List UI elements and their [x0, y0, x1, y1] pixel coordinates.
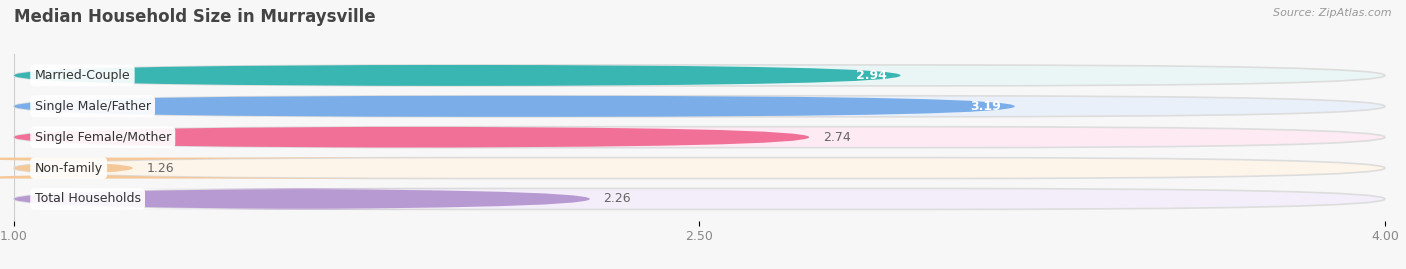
Text: Non-family: Non-family	[35, 162, 103, 175]
FancyBboxPatch shape	[14, 127, 810, 148]
Text: 3.19: 3.19	[970, 100, 1001, 113]
Text: Source: ZipAtlas.com: Source: ZipAtlas.com	[1274, 8, 1392, 18]
FancyBboxPatch shape	[14, 65, 1385, 86]
Text: Total Households: Total Households	[35, 192, 141, 206]
Text: Single Male/Father: Single Male/Father	[35, 100, 150, 113]
Text: Married-Couple: Married-Couple	[35, 69, 131, 82]
Text: Single Female/Mother: Single Female/Mother	[35, 131, 172, 144]
FancyBboxPatch shape	[0, 158, 481, 179]
FancyBboxPatch shape	[14, 96, 1385, 117]
FancyBboxPatch shape	[14, 158, 1385, 179]
FancyBboxPatch shape	[14, 96, 1015, 117]
Text: 2.94: 2.94	[856, 69, 887, 82]
Text: Median Household Size in Murraysville: Median Household Size in Murraysville	[14, 8, 375, 26]
Text: 2.74: 2.74	[823, 131, 851, 144]
FancyBboxPatch shape	[14, 65, 901, 86]
Text: 1.26: 1.26	[146, 162, 174, 175]
FancyBboxPatch shape	[14, 127, 1385, 148]
FancyBboxPatch shape	[14, 189, 589, 210]
FancyBboxPatch shape	[14, 189, 1385, 210]
Text: 2.26: 2.26	[603, 192, 631, 206]
